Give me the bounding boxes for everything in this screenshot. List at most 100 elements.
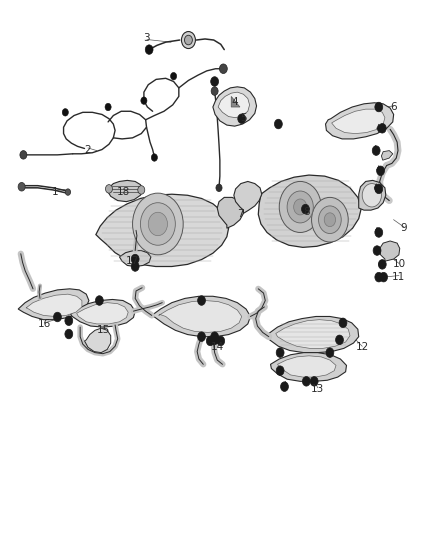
Circle shape — [216, 184, 222, 191]
Polygon shape — [276, 320, 350, 349]
Circle shape — [276, 348, 284, 358]
Text: 2: 2 — [85, 144, 92, 155]
Circle shape — [62, 109, 68, 116]
Circle shape — [302, 376, 310, 386]
Text: 4: 4 — [231, 96, 237, 107]
Circle shape — [380, 272, 388, 282]
Circle shape — [375, 272, 383, 282]
Text: 3: 3 — [144, 33, 150, 43]
Circle shape — [131, 254, 139, 264]
Circle shape — [275, 119, 283, 129]
Circle shape — [339, 318, 347, 328]
Polygon shape — [336, 336, 341, 344]
Polygon shape — [377, 165, 381, 174]
Circle shape — [105, 103, 111, 111]
Circle shape — [373, 246, 381, 255]
Polygon shape — [231, 96, 240, 107]
Circle shape — [378, 124, 386, 133]
Circle shape — [219, 64, 227, 74]
Polygon shape — [26, 294, 82, 317]
Circle shape — [310, 376, 318, 386]
Circle shape — [206, 336, 214, 346]
Polygon shape — [373, 146, 378, 154]
Circle shape — [377, 166, 385, 175]
Circle shape — [281, 382, 288, 391]
Circle shape — [198, 332, 205, 342]
Polygon shape — [278, 356, 336, 377]
Circle shape — [375, 228, 383, 237]
Polygon shape — [375, 103, 379, 111]
Polygon shape — [277, 120, 281, 128]
Polygon shape — [77, 303, 128, 324]
Polygon shape — [378, 273, 382, 281]
Text: 17: 17 — [126, 256, 139, 266]
Polygon shape — [120, 251, 151, 266]
Polygon shape — [380, 241, 400, 261]
Circle shape — [133, 193, 183, 255]
Polygon shape — [213, 87, 257, 126]
Polygon shape — [67, 330, 72, 338]
Polygon shape — [375, 227, 379, 236]
Text: 6: 6 — [390, 102, 397, 112]
Polygon shape — [133, 255, 137, 263]
Circle shape — [184, 35, 192, 45]
Polygon shape — [96, 194, 229, 266]
Circle shape — [170, 72, 177, 80]
Circle shape — [151, 154, 157, 161]
Text: 13: 13 — [311, 384, 324, 394]
Text: 18: 18 — [117, 187, 131, 197]
Polygon shape — [271, 353, 346, 381]
Polygon shape — [359, 180, 386, 210]
Circle shape — [287, 191, 313, 223]
Circle shape — [211, 87, 218, 95]
Circle shape — [279, 181, 321, 232]
Circle shape — [301, 204, 309, 214]
Circle shape — [65, 189, 71, 195]
Polygon shape — [325, 103, 394, 139]
Text: 12: 12 — [356, 342, 369, 352]
Polygon shape — [18, 289, 89, 320]
Circle shape — [148, 212, 167, 236]
Polygon shape — [378, 260, 383, 269]
Text: 16: 16 — [38, 319, 51, 329]
Text: 1: 1 — [52, 187, 59, 197]
Circle shape — [372, 146, 380, 156]
Text: 14: 14 — [211, 342, 224, 352]
Circle shape — [293, 199, 307, 215]
Circle shape — [20, 151, 27, 159]
Circle shape — [336, 335, 343, 345]
Polygon shape — [217, 197, 244, 228]
Text: 5: 5 — [240, 112, 247, 123]
Circle shape — [138, 185, 145, 194]
Circle shape — [362, 183, 381, 207]
Polygon shape — [269, 317, 359, 353]
Polygon shape — [258, 175, 361, 247]
Polygon shape — [381, 151, 393, 160]
Polygon shape — [152, 296, 251, 337]
Circle shape — [211, 332, 219, 342]
Polygon shape — [332, 109, 385, 134]
Text: 10: 10 — [392, 260, 406, 269]
Circle shape — [141, 203, 175, 245]
Circle shape — [276, 366, 284, 375]
Polygon shape — [234, 181, 262, 213]
Circle shape — [145, 45, 153, 54]
Circle shape — [106, 184, 113, 193]
Polygon shape — [108, 180, 143, 201]
Polygon shape — [377, 246, 381, 255]
Polygon shape — [159, 301, 242, 333]
Polygon shape — [219, 337, 223, 345]
Polygon shape — [218, 92, 250, 118]
Circle shape — [65, 316, 73, 326]
Polygon shape — [240, 115, 244, 123]
Text: 9: 9 — [401, 223, 407, 233]
Circle shape — [211, 77, 219, 86]
Polygon shape — [71, 300, 135, 327]
Circle shape — [211, 335, 219, 345]
Circle shape — [18, 182, 25, 191]
Text: 11: 11 — [392, 272, 406, 281]
Circle shape — [65, 329, 73, 339]
Text: 15: 15 — [97, 325, 110, 335]
Circle shape — [131, 262, 139, 271]
Circle shape — [324, 213, 336, 227]
